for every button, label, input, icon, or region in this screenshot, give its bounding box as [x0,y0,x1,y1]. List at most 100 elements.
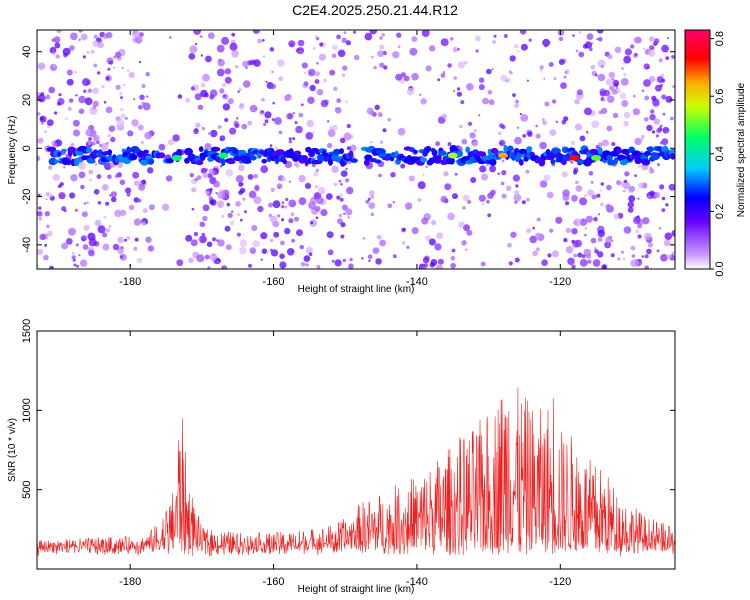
spectrogram-noise-cell [584,41,593,49]
spectrogram-signal-cell [617,155,627,160]
spectrogram-noise-cell [104,162,112,171]
spectrogram-noise-cell [457,48,460,51]
spectrogram-noise-cell [283,95,290,102]
spectrogram-noise-cell [634,137,642,146]
chart-title: C2E4.2025.250.21.44.R12 [292,2,458,18]
spectrogram-noise-cell [65,117,68,120]
spectrogram-noise-cell [74,70,77,74]
spectrogram-noise-cell [644,117,649,122]
spectrogram-signal-cell [526,146,533,152]
colorbar-tick-label: 0.6 [714,89,726,104]
spectrogram-noise-cell [498,139,506,147]
spectrogram-noise-cell [478,194,486,202]
spectrogram-noise-cell [364,32,373,41]
spectrogram-noise-cell [70,143,75,147]
spectrogram-noise-cell [52,52,56,56]
spectrogram-noise-cell [83,224,90,231]
spectrogram-noise-cell [668,183,675,191]
spectrogram-signal-cell [348,150,354,159]
spectrogram-noise-cell [585,130,589,134]
spectrogram-noise-cell [133,180,140,186]
spectrogram-noise-cell [88,238,97,247]
spectrogram-noise-cell [216,68,225,77]
colorbar-tick-label: 0.0 [714,261,726,276]
spectrogram-noise-cell [188,257,194,263]
spectrogram-noise-cell [65,238,73,245]
spectrogram-noise-cell [353,54,360,61]
spectrogram-noise-cell [284,205,288,209]
spectrogram-noise-cell [220,62,224,66]
spectrogram-noise-cell [443,171,449,177]
spectrogram-noise-cell [313,171,319,177]
spectrogram-noise-cell [314,205,321,212]
spectrogram-noise-cell [383,65,388,70]
spectrogram-noise-cell [298,50,302,54]
spectrogram-noise-cell [308,201,317,210]
spectrogram-noise-cell [463,240,467,244]
spectrogram-noise-cell [400,163,406,169]
spectrogram-signal-cell [624,149,630,156]
spectrogram-noise-cell [575,49,579,53]
spectrogram-noise-cell [638,182,644,189]
spectrogram-noise-cell [528,38,532,42]
spectrogram-noise-cell [252,240,260,248]
spectrogram-noise-cell [303,81,309,87]
spectrogram-noise-cell [648,45,655,51]
spectrogram-noise-cell [92,87,99,95]
spectrogram-marks [37,30,675,269]
spectrogram-noise-cell [96,174,102,180]
spectrogram-noise-cell [336,195,341,200]
spectrogram-noise-cell [52,64,56,67]
spectrogram-noise-cell [281,205,285,209]
spectrogram-noise-cell [520,114,529,122]
spectrogram-noise-cell [278,76,284,81]
spectrogram-noise-cell [105,201,110,206]
spectrogram-noise-cell [106,76,110,81]
spectrogram-noise-cell [421,217,429,225]
spectrogram-noise-cell [57,101,61,106]
spectrogram-noise-cell [144,131,153,140]
spectrogram-noise-cell [54,42,61,49]
spectrogram-noise-cell [395,73,403,81]
spectrogram-noise-cell [660,253,668,262]
spectrogram-noise-cell [557,30,565,36]
spectrogram-noise-cell [579,197,588,206]
spectrogram-noise-cell [513,193,522,202]
spectrogram-noise-cell [536,217,541,222]
spectrogram-noise-cell [86,51,89,54]
spectrogram-signal-cell [523,156,529,162]
spectrogram-noise-cell [478,84,485,91]
spectrogram-noise-cell [196,175,202,180]
spectrogram-noise-cell [462,206,466,210]
spectrogram-signal-cell [518,148,528,155]
spectrogram-noise-cell [221,36,230,45]
spectrogram-noise-cell [584,248,587,252]
spectrogram-noise-cell [353,30,357,34]
spectrogram-noise-cell [546,191,554,199]
spectrogram-noise-cell [500,74,507,82]
spectrogram-noise-cell [119,92,123,96]
spectrogram-noise-cell [46,119,54,126]
spectrogram-noise-cell [270,187,275,192]
spectrogram-signal-cell [107,149,113,156]
y-tick-label: 0 [21,145,33,151]
spectrogram-noise-cell [188,53,196,60]
spectrogram-noise-cell [274,117,282,125]
spectrogram-noise-cell [491,68,494,71]
spectrogram-noise-cell [122,83,126,87]
spectrogram-noise-cell [253,59,261,67]
spectrogram-noise-cell [585,215,593,223]
spectrogram-noise-cell [128,72,135,78]
spectrogram-noise-cell [200,82,206,88]
spectrogram-noise-cell [201,232,205,237]
spectrogram-noise-cell [539,180,548,188]
spectrogram-signal-cell [597,147,603,155]
spectrogram-noise-cell [262,55,266,58]
spectrogram-noise-cell [261,97,265,102]
spectrogram-noise-cell [245,66,248,70]
spectrogram-noise-cell [460,100,465,105]
spectrogram-noise-cell [48,86,55,94]
spectrogram-noise-cell [425,165,429,169]
spectrogram-noise-cell [209,253,218,262]
spectrogram-noise-cell [80,33,88,41]
